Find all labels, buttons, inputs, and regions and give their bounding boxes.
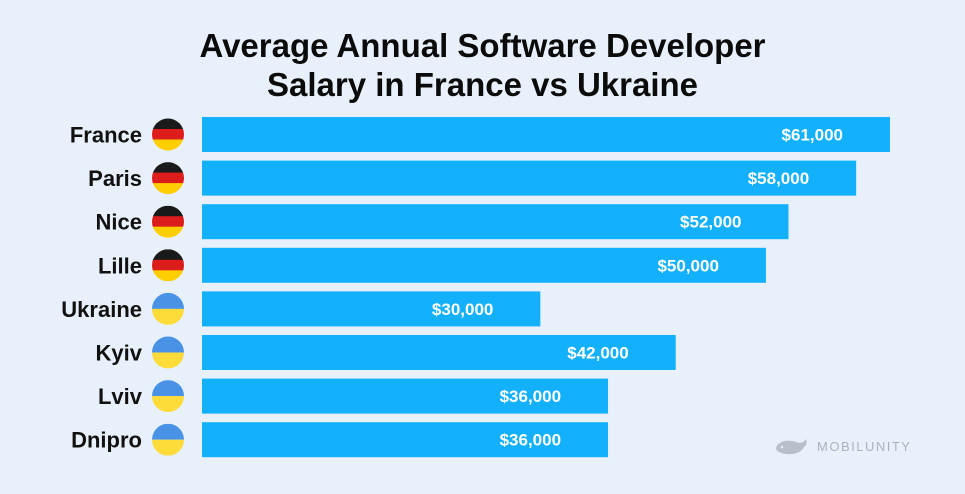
- bar-paris: [202, 160, 857, 196]
- category-label-dnipro: Dnipro: [71, 428, 142, 453]
- value-label-paris: $58,000: [748, 169, 809, 188]
- value-label-nice: $52,000: [680, 213, 741, 232]
- value-label-kyiv: $42,000: [567, 344, 628, 363]
- category-label-lviv: Lviv: [98, 384, 143, 409]
- category-label-paris: Paris: [88, 166, 142, 191]
- category-label-lille: Lille: [98, 253, 142, 278]
- value-label-dnipro: $36,000: [500, 431, 561, 450]
- ukraine-flag-icon-6: [152, 380, 184, 413]
- ukraine-flag-icon-5: [152, 336, 184, 369]
- mobilunity-logo: MOBILUNITY: [774, 436, 911, 456]
- germany-flag-icon-0: [152, 118, 184, 151]
- bar-kyiv: [202, 335, 676, 370]
- value-label-lviv: $36,000: [500, 387, 561, 406]
- bar-ukraine: [202, 291, 541, 327]
- value-label-ukraine: $30,000: [432, 300, 493, 319]
- category-label-kyiv: Kyiv: [96, 341, 143, 366]
- germany-flag-icon-1: [152, 162, 184, 195]
- value-label-france: $61,000: [782, 126, 843, 145]
- ukraine-flag-icon-7: [152, 423, 184, 456]
- germany-flag-icon-2: [152, 205, 184, 238]
- bar-lille: [202, 247, 766, 283]
- bar-france: [202, 117, 890, 152]
- whale-icon: [776, 439, 807, 455]
- chart-title: Average Annual Software Developer Salary…: [0, 26, 965, 104]
- logo-text: MOBILUNITY: [817, 438, 912, 454]
- ukraine-flag-icon-4: [152, 292, 184, 325]
- bar-lviv: [202, 378, 609, 414]
- bar-dnipro: [202, 422, 609, 458]
- bar-nice: [202, 204, 789, 240]
- germany-flag-icon-3: [152, 249, 184, 282]
- chart-title-line-1: Average Annual Software Developer: [199, 27, 766, 64]
- value-label-lille: $50,000: [657, 256, 718, 275]
- category-label-ukraine: Ukraine: [61, 297, 142, 322]
- category-label-nice: Nice: [96, 210, 142, 235]
- category-label-france: France: [70, 123, 142, 148]
- chart-title-line-2: Salary in France vs Ukraine: [266, 66, 699, 103]
